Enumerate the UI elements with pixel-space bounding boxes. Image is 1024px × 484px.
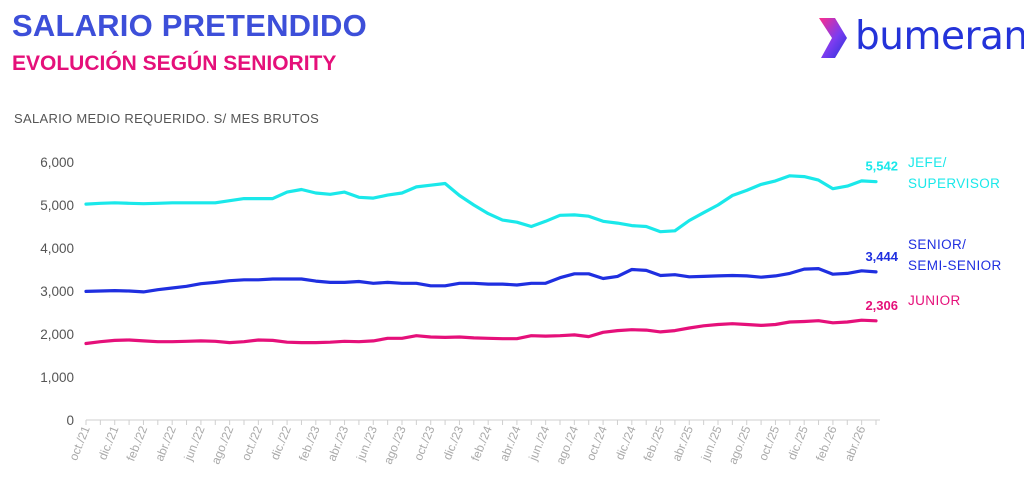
- series-line: [84, 318, 878, 346]
- x-tick-label: abr./23: [325, 424, 352, 464]
- legend-item: JEFE/ SUPERVISOR: [908, 155, 1001, 191]
- boomerang-icon: [819, 18, 847, 58]
- x-tick-label: jun./24: [526, 424, 553, 464]
- x-tick-label: dic./22: [268, 424, 294, 462]
- x-tick-label: jun./22: [181, 424, 208, 464]
- x-tick-label: dic./23: [440, 424, 466, 462]
- x-tick-label: jun./23: [353, 424, 380, 464]
- x-tick-label: dic./21: [95, 424, 121, 462]
- series-end-label: 2,306: [865, 298, 898, 313]
- x-tick-label: dic./24: [612, 424, 638, 462]
- y-tick-label: 0: [66, 413, 74, 428]
- x-tick-label: feb./23: [296, 424, 323, 464]
- x-tick-label: oct./21: [66, 424, 93, 463]
- x-tick-label: abr./25: [669, 424, 696, 464]
- x-tick-label: feb./24: [468, 424, 495, 464]
- x-tick-label: ago./25: [726, 424, 754, 467]
- bumeran-logo: bumeran: [815, 14, 1024, 64]
- x-tick-label: oct./24: [583, 424, 610, 463]
- x-tick-label: ago./23: [381, 424, 409, 467]
- chart-title: SALARIO PRETENDIDO: [12, 8, 367, 43]
- x-tick-label: abr./24: [497, 424, 524, 464]
- x-tick-label: oct./23: [411, 424, 438, 463]
- x-tick-label: abr./26: [842, 424, 869, 464]
- x-tick-label: ago./24: [553, 424, 581, 467]
- series-end-label: 5,542: [865, 159, 898, 174]
- brand-name: bumeran: [855, 14, 1024, 59]
- x-tick-label: oct./25: [756, 424, 783, 463]
- y-tick-label: 3,000: [40, 284, 74, 299]
- x-tick-label: feb./22: [124, 424, 151, 464]
- y-tick-label: 6,000: [40, 155, 74, 170]
- y-tick-label: 4,000: [40, 241, 74, 256]
- x-tick-label: abr./22: [152, 424, 179, 464]
- series-line: [84, 267, 878, 294]
- series-line: [84, 174, 878, 234]
- legend-item: JUNIOR: [908, 293, 961, 308]
- x-tick-label: ago./22: [208, 424, 236, 467]
- x-tick-label: oct./22: [239, 424, 266, 463]
- x-tick-label: feb./26: [813, 424, 840, 464]
- y-tick-label: 5,000: [40, 198, 74, 213]
- x-tick-label: feb./25: [641, 424, 668, 464]
- series-end-label: 3,444: [865, 249, 898, 264]
- x-tick-label: jun./25: [698, 424, 725, 464]
- legend-item: SENIOR/ SEMI-SENIOR: [908, 237, 1002, 273]
- x-tick-label: dic./25: [785, 424, 811, 462]
- y-axis-caption: SALARIO MEDIO REQUERIDO. S/ MES BRUTOS: [14, 111, 320, 126]
- chart-subtitle: EVOLUCIÓN SEGÚN SENIORITY: [12, 52, 337, 75]
- y-tick-label: 1,000: [40, 370, 74, 385]
- y-tick-label: 2,000: [40, 327, 74, 342]
